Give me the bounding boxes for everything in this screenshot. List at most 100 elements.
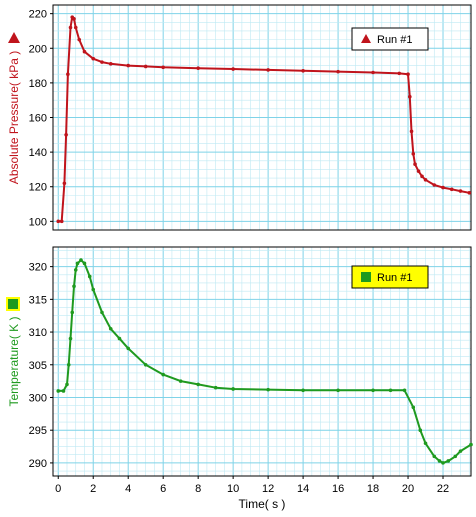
data-point — [266, 387, 270, 392]
data-point — [72, 17, 76, 21]
legend-box[interactable] — [351, 265, 429, 289]
data-point — [143, 64, 148, 69]
data-point — [388, 388, 393, 393]
x-tick-label: 10 — [227, 483, 239, 495]
y-tick-label: 290 — [29, 458, 47, 470]
legend-label: Run #1 — [377, 272, 412, 284]
y-tick-label: 315 — [29, 294, 47, 306]
data-point — [66, 72, 70, 77]
data-point — [407, 94, 412, 99]
grid — [53, 4, 471, 231]
data-point — [196, 382, 200, 387]
data-point — [336, 69, 340, 74]
legend-square-icon — [361, 272, 371, 282]
data-point — [467, 190, 472, 195]
data-point — [437, 459, 442, 463]
y-tick-label: 200 — [29, 43, 47, 55]
x-tick-label: 22 — [437, 483, 449, 495]
data-point — [336, 388, 340, 393]
data-point — [432, 454, 437, 459]
x-tick-label: 2 — [90, 483, 96, 495]
data-point — [213, 385, 218, 390]
data-point — [108, 326, 113, 331]
data-point — [108, 62, 113, 66]
x-tick-label: 12 — [262, 483, 274, 495]
legend-box[interactable] — [351, 27, 429, 51]
data-point — [143, 362, 148, 367]
x-tick-label: 20 — [402, 483, 414, 495]
y-tick-label: 220 — [29, 9, 47, 21]
data-point — [82, 49, 87, 54]
x-tick-label: 4 — [125, 483, 131, 495]
data-point — [100, 60, 104, 64]
x-tick-label: 14 — [297, 483, 309, 495]
data-point — [56, 389, 61, 393]
data-point — [402, 388, 407, 393]
series-marker-square-icon — [8, 299, 18, 309]
chart-panel-1: 100 120 140 160 180 200 220 Absolute Pressure( … — [7, 4, 472, 231]
data-point — [458, 189, 463, 193]
y-tick-label: 305 — [29, 360, 47, 372]
data-point — [61, 389, 66, 393]
data-point — [59, 219, 64, 224]
data-point — [79, 258, 83, 262]
data-point — [161, 372, 165, 377]
data-point — [64, 133, 68, 137]
data-point — [423, 441, 428, 446]
data-point — [100, 310, 104, 315]
x-axis-label: Time( s ) — [239, 497, 286, 511]
data-point — [65, 382, 69, 387]
data-point — [87, 274, 92, 279]
data-point — [432, 183, 437, 187]
x-tick-label: 6 — [160, 483, 166, 495]
y-tick-label: 120 — [29, 182, 47, 194]
data-point — [68, 25, 73, 30]
y-tick-label: 300 — [29, 392, 47, 404]
data-point — [196, 66, 200, 70]
x-tick-label: 0 — [55, 483, 61, 495]
chart-panel-2: 290 295 300 305 310 315 320 0 2 4 6 8 10 12 14 16 18 20 22… — [6, 246, 473, 511]
data-point — [75, 261, 80, 266]
data-point — [371, 70, 375, 75]
x-tick-label: 18 — [367, 483, 379, 495]
data-point — [418, 428, 423, 433]
data-point — [73, 268, 78, 272]
data-point — [266, 68, 270, 72]
data-point — [301, 68, 305, 73]
data-point — [441, 185, 445, 190]
y-tick-label: 180 — [29, 78, 47, 90]
data-point — [66, 362, 71, 367]
data-point — [371, 388, 375, 393]
y-tick-label: 160 — [29, 113, 47, 125]
series-marker-triangle-icon — [8, 32, 20, 43]
data-point — [413, 162, 417, 167]
data-point — [231, 387, 235, 391]
y-tick-label: 295 — [29, 425, 47, 437]
data-point — [77, 37, 82, 42]
data-point — [458, 449, 463, 453]
data-point — [441, 461, 445, 465]
data-point — [446, 459, 451, 463]
data-point — [397, 71, 402, 76]
data-point — [423, 178, 428, 182]
data-point — [178, 379, 183, 383]
y-axis-label: Absolute Pressure( kPa ) — [7, 51, 21, 184]
data-point — [301, 388, 305, 393]
data-point — [411, 405, 416, 410]
y-tick-label: 100 — [29, 216, 47, 228]
data-point — [91, 56, 96, 61]
data-point — [420, 174, 424, 179]
data-point — [62, 181, 67, 186]
data-point — [82, 261, 87, 266]
data-point — [126, 63, 131, 68]
data-point — [91, 287, 96, 292]
legend-label: Run #1 — [377, 34, 412, 46]
data-point — [70, 310, 75, 315]
data-point — [68, 336, 73, 341]
plot-frame — [52, 246, 472, 477]
data-point — [72, 284, 76, 289]
data-point — [406, 72, 410, 77]
y-tick-label: 320 — [29, 262, 47, 274]
x-tick-label: 16 — [332, 483, 344, 495]
